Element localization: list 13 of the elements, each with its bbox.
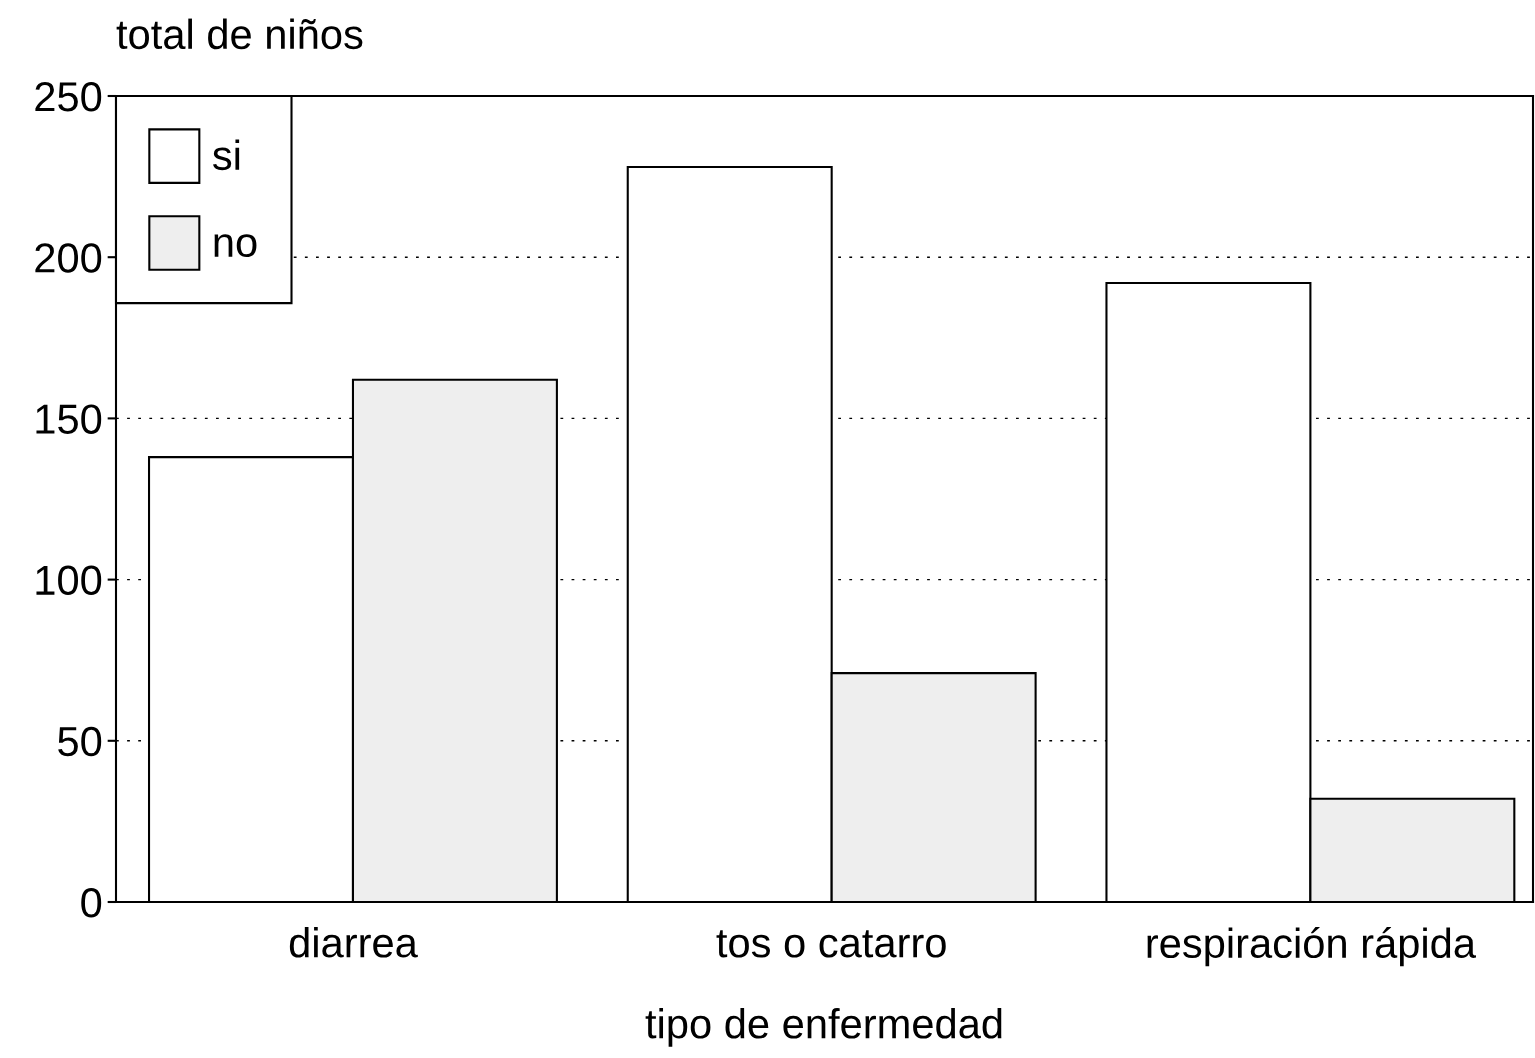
x-tick-label: tos o catarro: [716, 930, 946, 958]
y-tick-label: 250: [35, 82, 102, 112]
y-tick-label: 100: [36, 565, 102, 596]
x-tick-label: respiración rápida: [1147, 927, 1477, 967]
y-axis-title: total de niños: [116, 18, 363, 50]
x-tick-label: diarrea: [289, 927, 418, 958]
y-tick-label: 0: [81, 888, 102, 918]
y-tick-label: 200: [35, 243, 102, 273]
y-tick-label: 150: [36, 404, 102, 434]
x-axis-title: tipo de enfermedad: [645, 1008, 1002, 1047]
legend-label: no: [214, 234, 257, 258]
y-tick-label: 50: [58, 726, 102, 757]
legend-label: si: [212, 139, 240, 171]
